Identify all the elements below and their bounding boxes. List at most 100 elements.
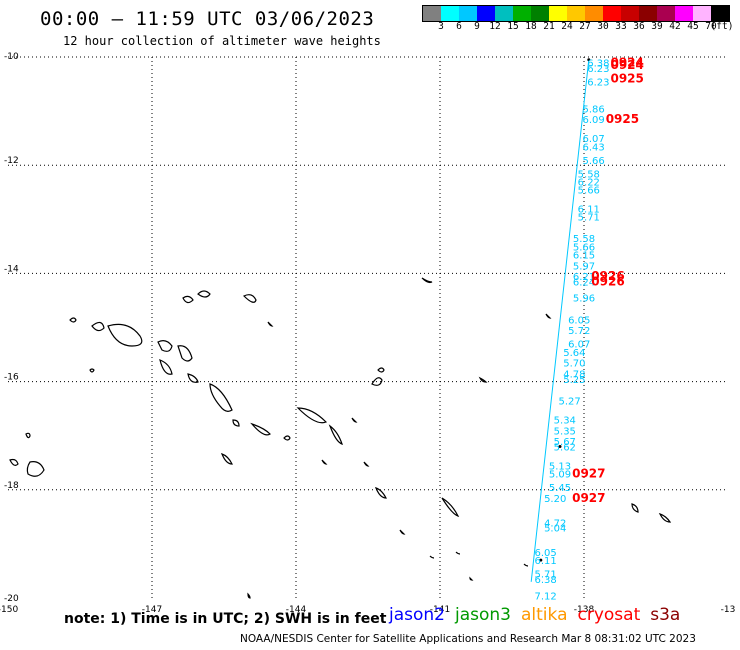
island-outline xyxy=(247,592,251,599)
island-outline xyxy=(69,317,77,323)
cryosat-time-label: 0925 xyxy=(606,112,639,126)
colorbar-swatch xyxy=(531,6,549,21)
island-outline xyxy=(296,407,328,424)
wave-height-label: 5.62 xyxy=(554,443,576,454)
island-outline xyxy=(631,503,639,513)
island-outline xyxy=(177,345,193,362)
island-outline xyxy=(363,461,370,467)
units-note: note: 1) Time is in UTC; 2) SWH is in fe… xyxy=(64,611,387,627)
colorbar-label: 24 xyxy=(561,21,573,32)
wave-height-label: 6.38 xyxy=(534,575,556,586)
wave-height-label: 5.34 xyxy=(554,415,576,426)
colorbar-swatch xyxy=(603,6,621,21)
colorbar-label: 70 xyxy=(705,21,717,32)
cryosat-time-label: 0925 xyxy=(610,72,643,86)
wave-height-label: 5.04 xyxy=(544,524,566,535)
legend-item-jason3: jason3 xyxy=(455,605,511,625)
wave-height-label: 6.05 xyxy=(568,315,590,326)
island-outline xyxy=(187,373,199,383)
x-tick-label: -138 xyxy=(574,605,595,615)
island-outline xyxy=(351,417,358,423)
wave-height-label: 6.11 xyxy=(534,556,556,567)
island-outline xyxy=(25,432,31,439)
wave-height-label: 6.15 xyxy=(573,250,595,261)
x-tick-label: -150 xyxy=(0,605,18,615)
colorbar xyxy=(422,5,730,22)
island-outline xyxy=(429,555,435,559)
island-outline xyxy=(374,487,387,499)
wave-height-label: 5.97 xyxy=(573,261,595,272)
island-outline xyxy=(9,458,19,466)
track-marker xyxy=(587,58,591,62)
y-tick-label: -20 xyxy=(4,594,19,604)
wave-height-label: 5.66 xyxy=(573,242,595,253)
chart-title: 00:00 – 11:59 UTC 03/06/2023 xyxy=(40,8,375,30)
colorbar-swatch xyxy=(495,6,513,21)
legend-item-s3a: s3a xyxy=(650,605,681,625)
colorbar-label: 18 xyxy=(525,21,537,32)
island-outline xyxy=(328,424,343,445)
chart-subtitle: 12 hour collection of altimeter wave hei… xyxy=(63,34,381,48)
colorbar-label: 9 xyxy=(474,21,480,32)
island-outline xyxy=(321,459,328,465)
island-outlines xyxy=(9,277,672,599)
cryosat-time-label: 0926 xyxy=(591,275,624,289)
cryosat-time-label: 0924 xyxy=(610,58,643,72)
island-outline xyxy=(26,461,45,477)
colorbar-label: 45 xyxy=(687,21,699,32)
colorbar-label: 3 xyxy=(438,21,444,32)
wave-height-label: 6.21 xyxy=(573,272,595,283)
colorbar-swatch xyxy=(639,6,657,21)
wave-height-label: 6.38 xyxy=(587,58,609,69)
x-tick-label: -144 xyxy=(286,605,307,615)
wave-height-label: 5.71 xyxy=(534,570,556,581)
colorbar-swatch xyxy=(423,6,441,21)
colorbar-swatch xyxy=(693,6,711,21)
island-outline xyxy=(220,453,233,465)
cryosat-time-label: 0926 xyxy=(591,269,624,283)
wave-height-label: 6.43 xyxy=(582,142,604,153)
wave-height-label: 6.11 xyxy=(578,204,600,215)
island-outline xyxy=(469,576,474,581)
axes: -150 -147 -144 -141 -138 -13 -10 -12 -14 -16 -18 -2… xyxy=(0,52,735,615)
wave-height-label: 5.20 xyxy=(544,494,566,505)
grid xyxy=(8,56,728,598)
wave-height-label: 6.22 xyxy=(578,177,600,188)
colorbar-swatch xyxy=(441,6,459,21)
satellite-legend: jason2 jason3 altika cryosat s3a xyxy=(389,605,690,625)
wave-height-label: 6.09 xyxy=(582,115,604,126)
wave-height-label: 6.23 xyxy=(587,64,609,75)
colorbar-label: 6 xyxy=(456,21,462,32)
colorbar-label: 30 xyxy=(597,21,609,32)
colorbar-swatch xyxy=(585,6,603,21)
island-outline xyxy=(232,419,240,427)
legend-item-cryosat: cryosat xyxy=(577,605,641,625)
wave-height-label: 5.96 xyxy=(573,294,595,305)
wave-height-label: 5.71 xyxy=(578,213,600,224)
colorbar-label: 12 xyxy=(489,21,501,32)
wave-height-label: 6.05 xyxy=(534,548,556,559)
track-marker xyxy=(539,558,543,562)
cryosat-time-label: 0924 xyxy=(610,55,643,69)
island-outline xyxy=(267,321,274,327)
colorbar-swatch xyxy=(711,6,729,21)
colorbar-swatch xyxy=(621,6,639,21)
wave-height-label: 5.66 xyxy=(578,186,600,197)
island-outline xyxy=(523,563,529,567)
x-tick-label: -141 xyxy=(430,605,450,615)
colorbar-label: 36 xyxy=(633,21,645,32)
wave-height-label: 6.07 xyxy=(568,340,590,351)
island-outline xyxy=(421,277,433,284)
wave-height-label: 6.23 xyxy=(587,77,609,88)
wave-height-label: 5.09 xyxy=(549,470,571,481)
colorbar-swatch xyxy=(549,6,567,21)
island-outline xyxy=(377,367,385,373)
x-tick-label: -147 xyxy=(142,605,162,615)
colorbar-label: 33 xyxy=(615,21,627,32)
island-outline xyxy=(283,435,291,441)
island-outline xyxy=(399,529,406,535)
colorbar-label: 15 xyxy=(507,21,519,32)
colorbar-label: 27 xyxy=(579,21,591,32)
colorbar-swatch xyxy=(477,6,495,21)
